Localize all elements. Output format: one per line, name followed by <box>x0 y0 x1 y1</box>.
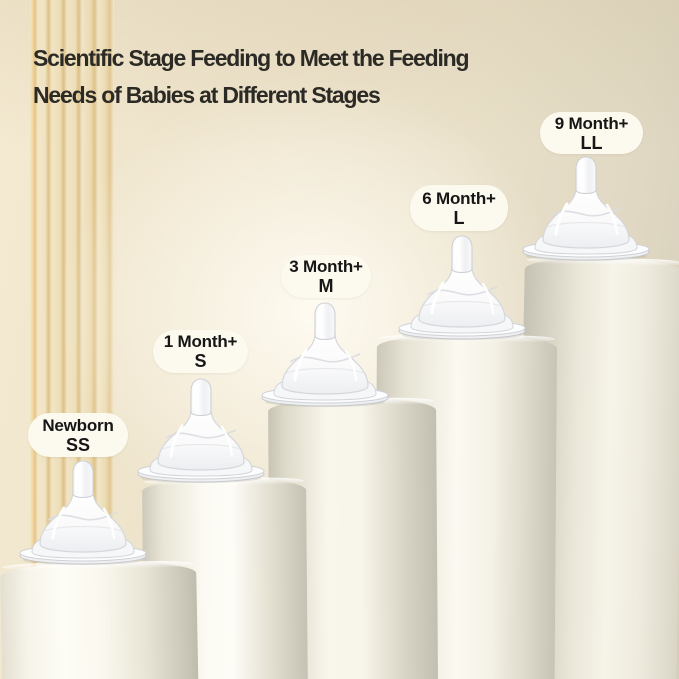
stage-label-1-month: 1 Month+ S <box>153 330 248 373</box>
stage-size: L <box>453 207 465 228</box>
stage-label-newborn: Newborn SS <box>28 413 128 457</box>
stage-age: Newborn <box>42 415 114 435</box>
bottle-nipple-9-month <box>521 155 651 262</box>
display-pedestal-1 <box>0 560 199 679</box>
bottle-nipple-newborn <box>18 459 148 566</box>
stage-label-9-month: 9 Month+ LL <box>540 112 643 154</box>
bottle-nipple-3-month <box>260 301 390 408</box>
stage-size: S <box>194 351 207 371</box>
stage-label-3-month: 3 Month+ M <box>281 255 371 298</box>
stage-age: 3 Month+ <box>289 257 363 276</box>
title-line-2: Needs of Babies at Different Stages <box>33 82 381 108</box>
bottle-nipple-6-month <box>397 234 527 341</box>
stage-size: M <box>318 276 334 296</box>
stage-age: 1 Month+ <box>163 332 238 351</box>
bottle-nipple-1-month <box>136 377 266 484</box>
stage-size: SS <box>65 434 90 455</box>
stage-label-6-month: 6 Month+ L <box>410 185 508 231</box>
stage-age: 6 Month+ <box>422 188 496 208</box>
stage-age: 9 Month+ <box>554 113 629 133</box>
page-title: Scientific Stage Feeding to Meet the Fee… <box>33 40 470 114</box>
stage-size: LL <box>580 132 603 153</box>
title-line-1: Scientific Stage Feeding to Meet the Fee… <box>33 45 470 71</box>
